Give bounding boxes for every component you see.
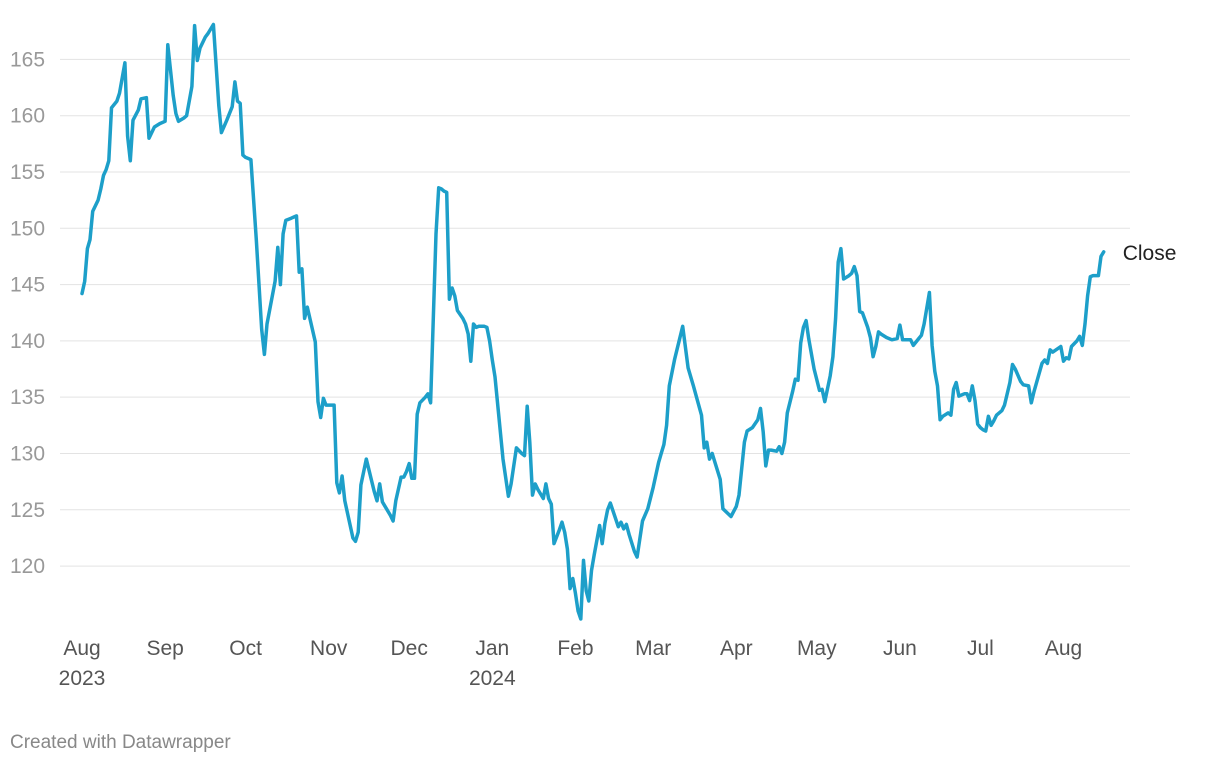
x-tick-month: May	[797, 637, 837, 660]
y-tick-label: 135	[10, 386, 45, 409]
x-axis-ticks: Aug 2023 Sep Oct Nov Dec Jan 2024 Feb Mar Apr May Ju…	[59, 637, 1083, 690]
x-tick-month: Jan	[475, 637, 509, 660]
series-label-close: Close	[1123, 242, 1177, 265]
footer-credit: Created with Datawrapper	[10, 732, 231, 753]
series-line-close	[80, 22, 1106, 621]
y-axis-ticks: 120 125 130 135 140 145 150 155 160 165	[10, 48, 45, 578]
x-tick-month: Feb	[557, 637, 593, 660]
x-tick-month: Aug	[63, 637, 100, 660]
x-tick-month: Oct	[229, 637, 262, 660]
x-tick-month: Mar	[635, 637, 671, 660]
y-tick-label: 120	[10, 555, 45, 578]
y-tick-label: 155	[10, 161, 45, 184]
x-tick-month: Apr	[720, 637, 753, 660]
x-tick-month: Sep	[146, 637, 183, 660]
y-tick-label: 140	[10, 330, 45, 353]
gridlines	[60, 58, 1130, 567]
y-tick-label: 125	[10, 499, 45, 522]
x-tick-year: 2023	[59, 667, 106, 690]
x-tick-month: Aug	[1045, 637, 1082, 660]
x-tick-year: 2024	[469, 667, 516, 690]
y-tick-label: 130	[10, 442, 45, 465]
x-tick-month: Dec	[390, 637, 427, 660]
y-tick-label: 165	[10, 48, 45, 71]
y-tick-label: 145	[10, 274, 45, 297]
y-tick-label: 160	[10, 105, 45, 128]
x-tick-month: Jul	[967, 637, 994, 660]
y-tick-label: 150	[10, 217, 45, 240]
x-tick-month: Jun	[883, 637, 917, 660]
x-tick-month: Nov	[310, 637, 348, 660]
